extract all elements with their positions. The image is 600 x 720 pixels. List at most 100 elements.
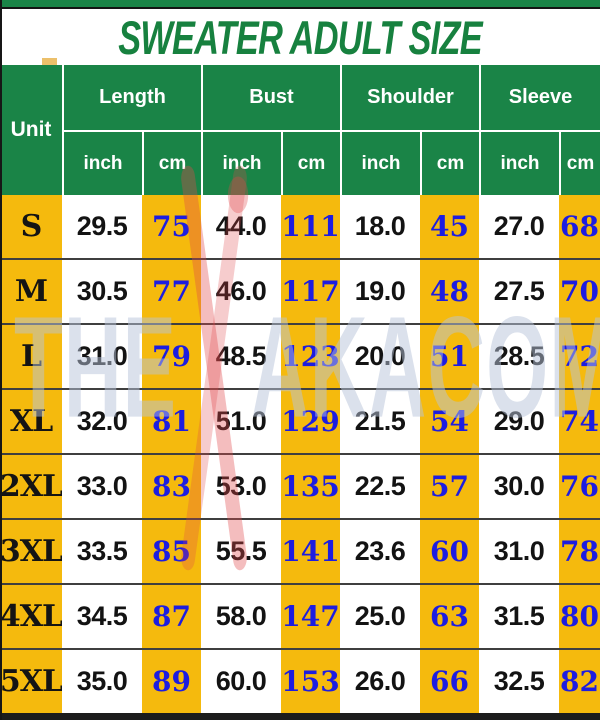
cm-value: 89 bbox=[142, 650, 201, 713]
cm-value: 153 bbox=[281, 650, 340, 713]
left-edge bbox=[0, 0, 2, 720]
cm-value: 147 bbox=[281, 585, 340, 648]
subheader-sleeve-inch: inch bbox=[479, 130, 559, 195]
cm-value: 74 bbox=[559, 390, 600, 453]
inch-value: 48.5 bbox=[201, 325, 281, 388]
inch-value: 29.5 bbox=[62, 195, 142, 258]
cm-value: 83 bbox=[142, 455, 201, 518]
size-label: M bbox=[0, 260, 62, 323]
table-row: S 29.5 75 44.0 111 18.0 45 27.0 68 bbox=[0, 195, 600, 258]
header-sleeve: Sleeve bbox=[479, 65, 600, 130]
cm-value: 78 bbox=[559, 520, 600, 583]
cm-value: 117 bbox=[281, 260, 340, 323]
subheader-sleeve-cm: cm bbox=[559, 130, 600, 195]
cm-value: 57 bbox=[420, 455, 479, 518]
inch-value: 27.0 bbox=[479, 195, 559, 258]
cm-value: 70 bbox=[559, 260, 600, 323]
inch-value: 30.0 bbox=[479, 455, 559, 518]
inch-value: 20.0 bbox=[340, 325, 420, 388]
subheader-shoulder-cm: cm bbox=[420, 130, 479, 195]
inch-value: 31.0 bbox=[479, 520, 559, 583]
table-row: 3XL 33.5 85 55.5 141 23.6 60 31.0 78 bbox=[0, 518, 600, 583]
table-row: M 30.5 77 46.0 117 19.0 48 27.5 70 bbox=[0, 258, 600, 323]
inch-value: 23.6 bbox=[340, 520, 420, 583]
header-length: Length bbox=[62, 65, 201, 130]
cm-value: 123 bbox=[281, 325, 340, 388]
cm-value: 76 bbox=[559, 455, 600, 518]
cm-value: 111 bbox=[281, 195, 340, 258]
cm-value: 51 bbox=[420, 325, 479, 388]
inch-value: 29.0 bbox=[479, 390, 559, 453]
inch-value: 46.0 bbox=[201, 260, 281, 323]
cm-value: 68 bbox=[559, 195, 600, 258]
page-title: SWEATER ADULT SIZE bbox=[118, 10, 482, 64]
inch-value: 27.5 bbox=[479, 260, 559, 323]
cm-value: 129 bbox=[281, 390, 340, 453]
inch-value: 21.5 bbox=[340, 390, 420, 453]
inch-value: 34.5 bbox=[62, 585, 142, 648]
table-row: 2XL 33.0 83 53.0 135 22.5 57 30.0 76 bbox=[0, 453, 600, 518]
cm-value: 77 bbox=[142, 260, 201, 323]
header-bust: Bust bbox=[201, 65, 340, 130]
inch-value: 35.0 bbox=[62, 650, 142, 713]
cm-value: 87 bbox=[142, 585, 201, 648]
cm-value: 63 bbox=[420, 585, 479, 648]
cm-value: 72 bbox=[559, 325, 600, 388]
table-row: 5XL 35.0 89 60.0 153 26.0 66 32.5 82 bbox=[0, 648, 600, 713]
inch-value: 25.0 bbox=[340, 585, 420, 648]
table-row: 4XL 34.5 87 58.0 147 25.0 63 31.5 80 bbox=[0, 583, 600, 648]
inch-value: 51.0 bbox=[201, 390, 281, 453]
inch-value: 31.0 bbox=[62, 325, 142, 388]
cm-value: 48 bbox=[420, 260, 479, 323]
inch-value: 58.0 bbox=[201, 585, 281, 648]
title-band: SWEATER ADULT SIZE bbox=[0, 9, 600, 65]
inch-value: 55.5 bbox=[201, 520, 281, 583]
top-strip bbox=[0, 0, 600, 9]
cm-value: 79 bbox=[142, 325, 201, 388]
inch-value: 31.5 bbox=[479, 585, 559, 648]
cm-value: 80 bbox=[559, 585, 600, 648]
cm-value: 135 bbox=[281, 455, 340, 518]
table-header: Unit Length Bust Shoulder Sleeve inch cm… bbox=[0, 65, 600, 195]
cm-value: 66 bbox=[420, 650, 479, 713]
cm-value: 75 bbox=[142, 195, 201, 258]
header-shoulder: Shoulder bbox=[340, 65, 479, 130]
size-label: 2XL bbox=[0, 455, 63, 518]
size-label: 3XL bbox=[0, 520, 63, 583]
bottom-bar bbox=[0, 713, 600, 720]
inch-value: 33.0 bbox=[62, 455, 142, 518]
size-label: S bbox=[0, 195, 62, 258]
inch-value: 44.0 bbox=[201, 195, 281, 258]
inch-value: 30.5 bbox=[62, 260, 142, 323]
table-row: XL 32.0 81 51.0 129 21.5 54 29.0 74 bbox=[0, 388, 600, 453]
cm-value: 81 bbox=[142, 390, 201, 453]
inch-value: 22.5 bbox=[340, 455, 420, 518]
cm-value: 54 bbox=[420, 390, 479, 453]
size-table: Unit Length Bust Shoulder Sleeve inch cm… bbox=[0, 65, 600, 713]
size-label: L bbox=[0, 325, 62, 388]
inch-value: 19.0 bbox=[340, 260, 420, 323]
subheader-bust-cm: cm bbox=[281, 130, 340, 195]
inch-value: 33.5 bbox=[62, 520, 142, 583]
subheader-length-inch: inch bbox=[62, 130, 142, 195]
subheader-length-cm: cm bbox=[142, 130, 201, 195]
inch-value: 53.0 bbox=[201, 455, 281, 518]
inch-value: 18.0 bbox=[340, 195, 420, 258]
table-row: L 31.0 79 48.5 123 20.0 51 28.5 72 bbox=[0, 323, 600, 388]
subheader-bust-inch: inch bbox=[201, 130, 281, 195]
size-label: XL bbox=[0, 390, 62, 453]
inch-value: 26.0 bbox=[340, 650, 420, 713]
inch-value: 32.5 bbox=[479, 650, 559, 713]
inch-value: 32.0 bbox=[62, 390, 142, 453]
cm-value: 85 bbox=[142, 520, 201, 583]
table-body: S 29.5 75 44.0 111 18.0 45 27.0 68 M 30.5 77 46.0 117… bbox=[0, 195, 600, 713]
inch-value: 60.0 bbox=[201, 650, 281, 713]
cm-value: 82 bbox=[559, 650, 600, 713]
cm-value: 141 bbox=[281, 520, 340, 583]
size-label: 4XL bbox=[0, 585, 63, 648]
size-label: 5XL bbox=[0, 650, 63, 713]
cm-value: 45 bbox=[420, 195, 479, 258]
header-unit: Unit bbox=[0, 65, 62, 195]
subheader-shoulder-inch: inch bbox=[340, 130, 420, 195]
